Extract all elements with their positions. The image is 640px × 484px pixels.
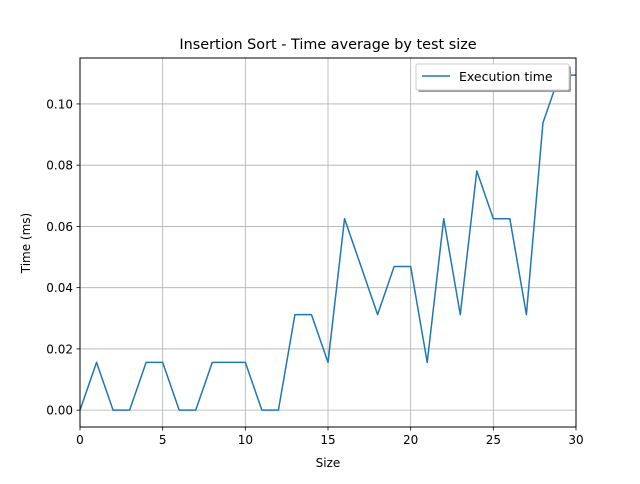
legend-box xyxy=(415,63,570,91)
x-tick-label: 15 xyxy=(320,433,335,447)
y-axis-ticks: 0.00 0.02 0.04 0.06 0.08 0.10 xyxy=(46,97,80,418)
y-tick-label: 0.08 xyxy=(46,159,73,173)
legend-label-execution-time: Execution time xyxy=(459,69,553,84)
plot-area xyxy=(79,74,576,411)
x-axis-ticks: 0 5 10 15 20 25 30 xyxy=(76,427,584,447)
legend: Execution time xyxy=(415,63,571,92)
y-tick-label: 0.04 xyxy=(46,281,73,295)
y-axis-label: Time (ms) xyxy=(19,213,33,275)
series-line-execution-time xyxy=(79,74,576,411)
y-tick-label: 0.10 xyxy=(46,97,73,111)
x-tick-label: 30 xyxy=(568,433,583,447)
x-tick-label: 10 xyxy=(238,433,253,447)
x-axis-label: Size xyxy=(316,456,341,470)
x-tick-label: 0 xyxy=(76,433,84,447)
y-tick-label: 0.02 xyxy=(46,342,73,356)
y-tick-label: 0.06 xyxy=(46,220,73,234)
x-tick-label: 5 xyxy=(159,433,167,447)
y-tick-label: 0.00 xyxy=(46,404,73,418)
chart-title: Insertion Sort - Time average by test si… xyxy=(179,37,476,53)
grid-lines xyxy=(79,58,577,427)
x-tick-label: 25 xyxy=(486,433,501,447)
x-tick-label: 20 xyxy=(403,433,418,447)
